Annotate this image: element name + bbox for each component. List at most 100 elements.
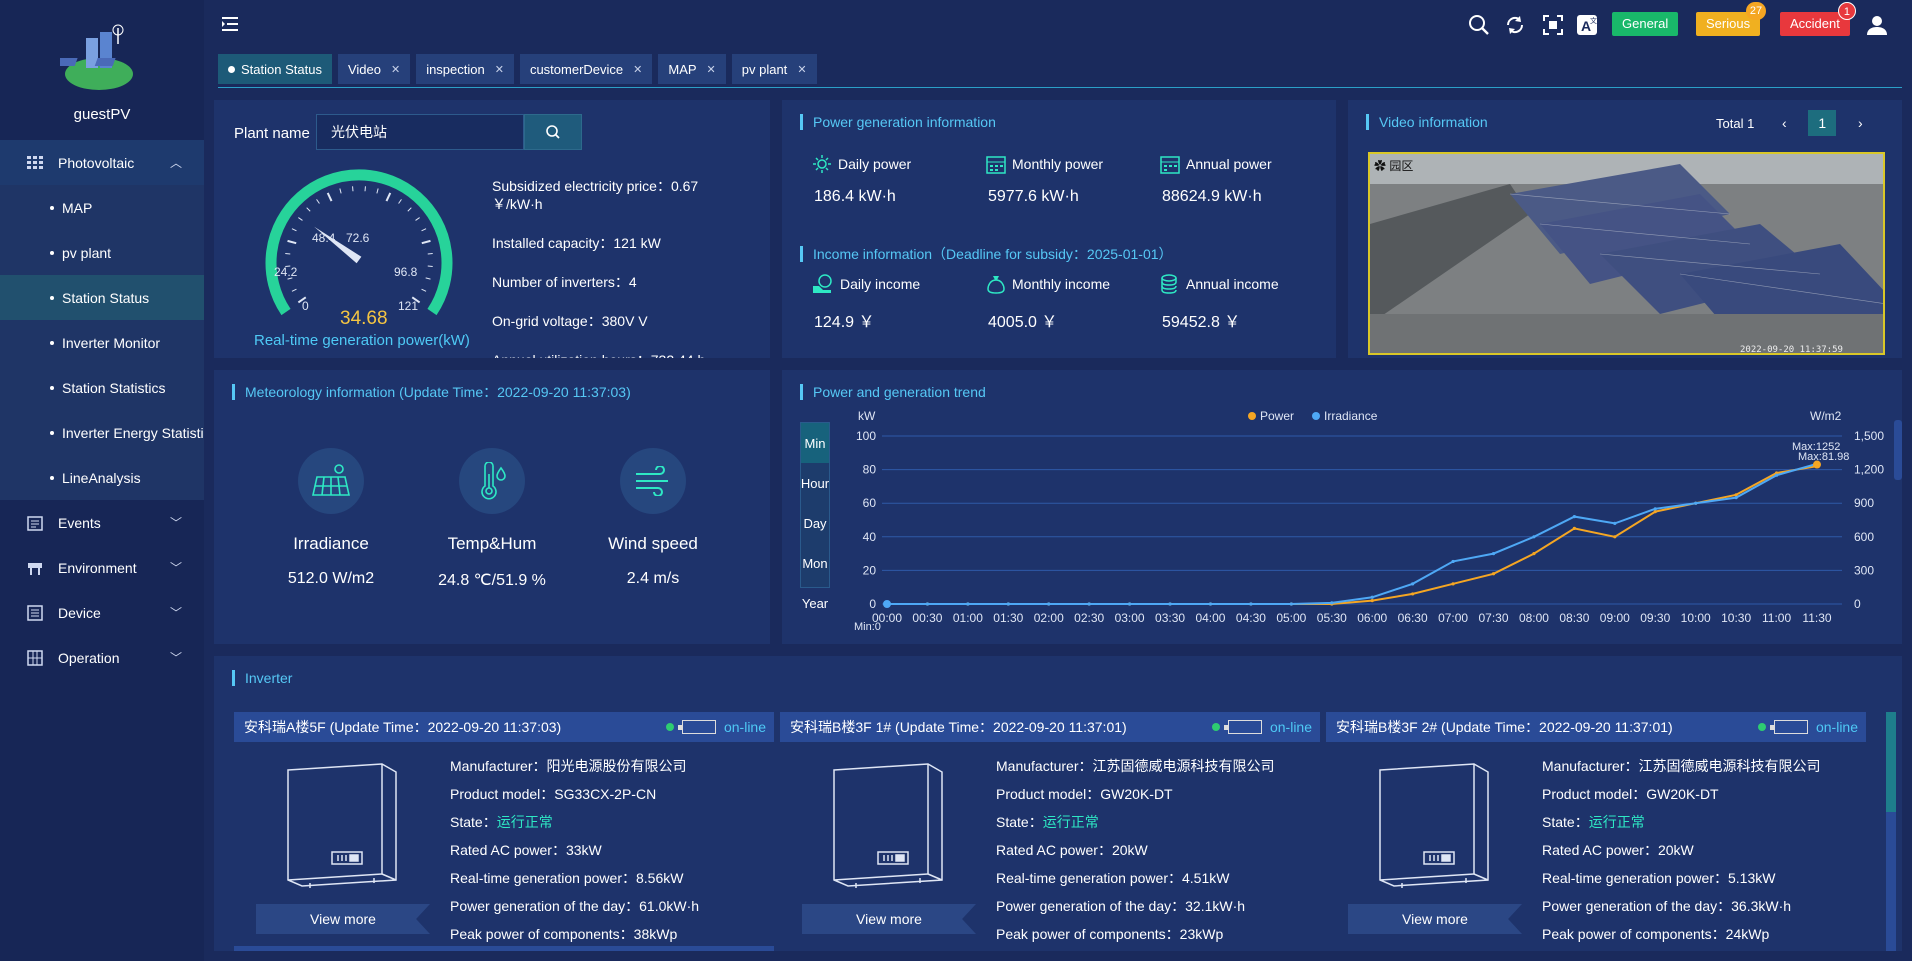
page-number-button[interactable]: 1 bbox=[1808, 110, 1837, 136]
tab-customerdevice[interactable]: customerDevice ✕ bbox=[519, 54, 653, 84]
trend-tab-year[interactable]: Year bbox=[801, 595, 829, 611]
data-point bbox=[1370, 599, 1374, 603]
sidebar-item-inverter-energy-statistic[interactable]: Inverter Energy Statistic bbox=[0, 410, 204, 455]
gauge-tick bbox=[415, 217, 420, 221]
scrollbar-thumb[interactable] bbox=[1886, 712, 1896, 812]
inverter-state: State：运行正常 bbox=[1542, 812, 1645, 832]
operation-icon bbox=[26, 649, 44, 666]
alarm-general-button[interactable]: General bbox=[1612, 12, 1679, 36]
sidebar-item-station-status[interactable]: Station Status bbox=[0, 275, 204, 320]
close-icon[interactable]: ✕ bbox=[494, 63, 504, 76]
sidebar-item-lineanalysis[interactable]: LineAnalysis bbox=[0, 455, 204, 500]
trend-tab-hour[interactable]: Hour bbox=[800, 475, 830, 491]
close-icon[interactable]: ✕ bbox=[633, 63, 643, 76]
inverter-realtime-power: Real-time generation power：8.56kW bbox=[450, 870, 684, 886]
gauge-tick bbox=[316, 199, 320, 204]
max-marker bbox=[1813, 460, 1821, 469]
gauge-tick bbox=[407, 207, 412, 212]
legend-power-marker bbox=[1248, 412, 1256, 420]
next-page-button[interactable]: › bbox=[1857, 115, 1863, 131]
inverter-scrollbar[interactable] bbox=[1886, 712, 1896, 951]
events-icon bbox=[26, 515, 44, 531]
annotation-min: Min:0 bbox=[854, 621, 881, 633]
view-more-button[interactable]: View more bbox=[1348, 904, 1522, 934]
sidebar-item-inverter-monitor[interactable]: Inverter Monitor bbox=[0, 320, 204, 365]
trend-tab-min[interactable]: Min bbox=[801, 423, 829, 463]
tab-label: MAP bbox=[668, 61, 697, 77]
battery-icon bbox=[1223, 720, 1262, 734]
stat-label: Daily income bbox=[840, 276, 921, 292]
refresh-icon[interactable] bbox=[1504, 14, 1526, 36]
legend-label[interactable]: Power bbox=[1260, 409, 1294, 423]
menu-group-events[interactable]: Events ﹀ bbox=[0, 500, 204, 545]
prev-page-button[interactable]: ‹ bbox=[1781, 115, 1787, 131]
menu-group-operation[interactable]: Operation ﹀ bbox=[0, 635, 204, 680]
wind-icon bbox=[620, 448, 686, 514]
meteo-value: 2.4 m/s bbox=[626, 570, 680, 587]
status-text: on-line bbox=[1269, 719, 1312, 735]
tab-video[interactable]: Video ✕ bbox=[337, 54, 411, 84]
tab-map[interactable]: MAP ✕ bbox=[658, 54, 726, 84]
close-icon[interactable]: ✕ bbox=[706, 63, 716, 76]
gauge-tick-label: 96.8 bbox=[394, 265, 418, 279]
close-icon[interactable]: ✕ bbox=[390, 63, 401, 76]
menu-toggle-icon[interactable] bbox=[222, 16, 240, 32]
inverter-panel: Inverter 安科瑞A楼5F (Update Time：2022-09-20… bbox=[214, 656, 1902, 951]
series-line-irradiance bbox=[887, 462, 1818, 605]
state-label: State： bbox=[450, 814, 497, 830]
legend-label[interactable]: Irradiance bbox=[1324, 409, 1378, 423]
stat-daily-power: Daily power bbox=[812, 154, 911, 174]
close-icon[interactable]: ✕ bbox=[797, 63, 807, 76]
search-button[interactable] bbox=[524, 114, 582, 150]
device-icon bbox=[26, 604, 44, 621]
data-point bbox=[1491, 552, 1496, 556]
gauge-tick bbox=[291, 288, 297, 292]
x-tick-label: 00:00 bbox=[872, 611, 902, 625]
data-point bbox=[1734, 496, 1738, 500]
tab-pv-plant[interactable]: pv plant ✕ bbox=[731, 54, 817, 84]
meteo-label: Temp&Hum bbox=[447, 534, 537, 553]
video-total: Total 1 bbox=[1716, 115, 1755, 131]
plant-search-input[interactable]: 光伏电站 bbox=[316, 114, 524, 150]
alarm-accident-button[interactable]: Accident 1 bbox=[1780, 2, 1856, 36]
gauge-tick bbox=[421, 239, 431, 245]
menu-group-device[interactable]: Device ﹀ bbox=[0, 590, 204, 635]
chart-scrollbar[interactable] bbox=[1894, 420, 1902, 480]
data-point bbox=[1411, 592, 1415, 596]
bullet-icon bbox=[50, 385, 54, 390]
language-icon[interactable]: A文 bbox=[1576, 14, 1598, 36]
data-point bbox=[1734, 493, 1738, 497]
alarm-serious-button[interactable]: Serious 27 bbox=[1696, 2, 1767, 36]
view-more-button[interactable]: View more bbox=[256, 904, 430, 934]
sidebar-item-label: Inverter Energy Statistic bbox=[62, 424, 204, 441]
sidebar-item-map[interactable]: MAP bbox=[0, 185, 204, 230]
inverter-realtime-power: Real-time generation power：4.51kW bbox=[996, 870, 1230, 886]
data-point bbox=[1491, 572, 1496, 576]
online-status: on-line bbox=[1757, 712, 1858, 742]
tab-inspection[interactable]: inspection ✕ bbox=[416, 54, 514, 84]
x-tick-label: 11:30 bbox=[1802, 611, 1831, 625]
gauge-tick-label: 24.2 bbox=[274, 265, 298, 279]
tab-label: inspection bbox=[426, 61, 485, 77]
menu-group-environment[interactable]: Environment ﹀ bbox=[0, 545, 204, 590]
power-gauge: 0 24.2 48.4 72.6 96.8 121 bbox=[265, 169, 453, 316]
stat-label: Monthly power bbox=[1012, 156, 1104, 172]
search-icon[interactable] bbox=[1468, 14, 1490, 36]
camera-feed[interactable]: ✿ 园区 2022-09-20 11:37:59 bbox=[1368, 152, 1885, 355]
tab-label: Video bbox=[347, 61, 381, 77]
chevron-down-icon: ﹀ bbox=[169, 561, 182, 575]
user-icon[interactable] bbox=[1866, 14, 1888, 36]
horizontal-scrollbar[interactable] bbox=[234, 946, 774, 951]
tab-station-status[interactable]: Station Status bbox=[218, 54, 332, 84]
sidebar-item-station-statistics[interactable]: Station Statistics bbox=[0, 365, 204, 410]
menu-group-photovoltaic[interactable]: Photovoltaic ︿ bbox=[0, 140, 204, 185]
x-tick-label: 01:00 bbox=[953, 611, 983, 625]
trend-range-tabs: Min Hour Day Mon Year bbox=[800, 422, 830, 611]
x-tick-label: 09:30 bbox=[1640, 611, 1670, 625]
fullscreen-icon[interactable] bbox=[1542, 14, 1564, 36]
trend-tab-mon[interactable]: Mon bbox=[802, 555, 828, 571]
sidebar-item-pv-plant[interactable]: pv plant bbox=[0, 230, 204, 275]
view-more-button[interactable]: View more bbox=[802, 904, 976, 934]
inverter-peak-power: Peak power of components：23kWp bbox=[996, 926, 1224, 942]
trend-tab-day[interactable]: Day bbox=[803, 515, 827, 531]
